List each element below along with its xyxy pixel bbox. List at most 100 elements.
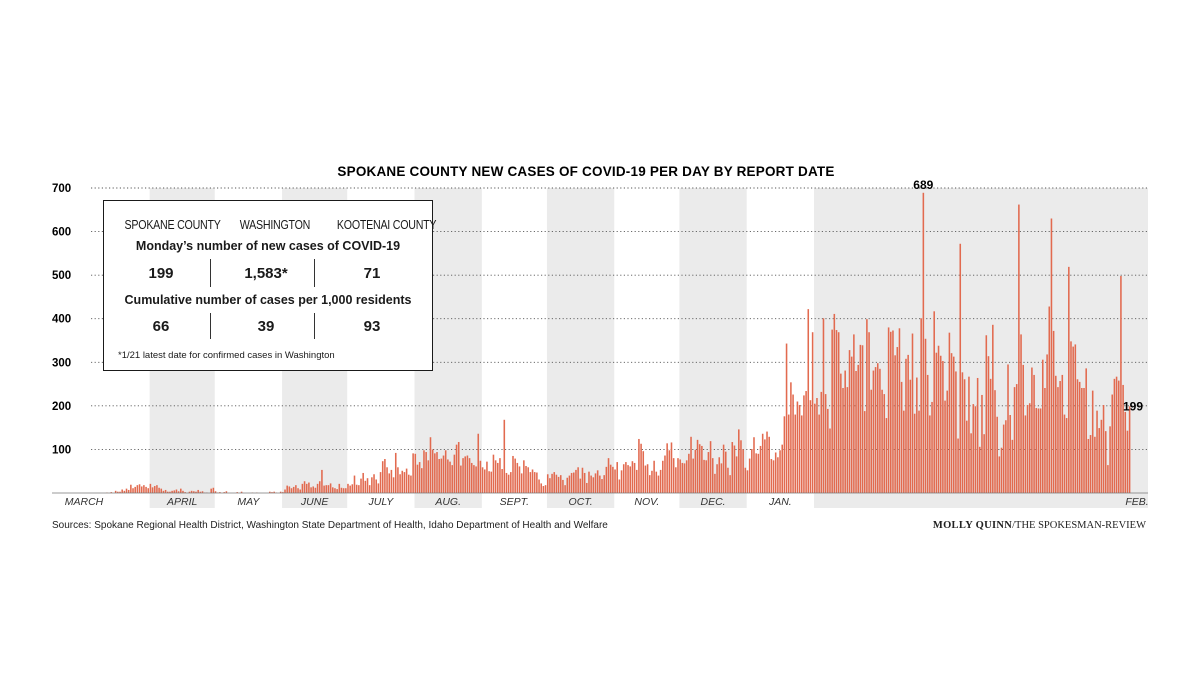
bar: [998, 456, 1001, 493]
bar: [675, 467, 677, 493]
bar: [898, 328, 901, 493]
bar: [631, 461, 634, 493]
bar: [373, 474, 375, 493]
bar: [529, 472, 532, 493]
bar: [292, 486, 295, 493]
x-tick-label: OCT.: [569, 496, 593, 508]
bar: [987, 356, 990, 493]
bar: [518, 466, 521, 493]
bar: [759, 445, 762, 493]
bar: [314, 487, 317, 493]
bar: [887, 327, 890, 493]
bar: [214, 491, 217, 493]
bar: [909, 379, 912, 493]
bar: [573, 472, 575, 493]
bar: [449, 461, 451, 493]
bar: [1044, 387, 1046, 493]
bar: [308, 482, 310, 493]
credit-line: MOLLY QUINN/THE SPOKESMAN-REVIEW: [933, 520, 1146, 531]
bar: [188, 491, 191, 493]
bar: [976, 377, 979, 493]
bar: [746, 470, 749, 493]
bar: [1102, 404, 1105, 493]
bar: [164, 489, 167, 493]
bar: [455, 444, 458, 493]
bar: [386, 467, 388, 493]
bar: [670, 442, 673, 493]
bar: [1074, 344, 1077, 493]
bar: [688, 453, 690, 493]
bar: [429, 437, 432, 493]
bar: [327, 485, 330, 493]
bar: [679, 459, 681, 493]
y-axis-ticks: 100 200 300 400 500 600 700: [52, 183, 71, 456]
bar: [601, 479, 603, 493]
bar: [279, 491, 282, 493]
bar: [375, 479, 377, 493]
bar: [410, 475, 412, 493]
bar: [379, 472, 382, 493]
x-tick-label: JAN.: [768, 496, 792, 508]
bar: [939, 355, 942, 493]
bar: [668, 450, 671, 493]
bar: [920, 318, 922, 493]
bar: [781, 444, 783, 493]
bar: [182, 490, 184, 493]
column-head-spokane: SPOKANE COUNTY: [124, 217, 221, 232]
bar: [655, 471, 658, 493]
bar: [1104, 431, 1107, 493]
separator: [210, 313, 211, 339]
bar: [358, 485, 360, 493]
bar: [525, 465, 527, 493]
bar: [798, 404, 801, 493]
bar: [1120, 276, 1122, 493]
bar: [523, 460, 525, 493]
bar: [640, 443, 642, 493]
bar: [1013, 387, 1016, 493]
bars: [106, 192, 1131, 494]
x-tick-label: SEPT.: [500, 496, 529, 508]
bar: [364, 480, 367, 493]
bar: [336, 489, 338, 493]
bar: [642, 451, 645, 493]
credit-org: /THE SPOKESMAN-REVIEW: [1012, 520, 1146, 531]
bar: [199, 491, 202, 493]
bar: [844, 370, 846, 493]
info-box: SPOKANE COUNTY WASHINGTON KOOTENAI COUNT…: [103, 200, 437, 371]
bar: [989, 378, 992, 493]
bar: [753, 437, 755, 493]
bar: [499, 458, 501, 493]
bar: [132, 488, 134, 493]
bar: [551, 473, 553, 493]
bar: [805, 391, 807, 493]
bar: [1078, 381, 1081, 493]
bar: [992, 324, 994, 493]
bar: [863, 411, 866, 493]
bar: [603, 475, 605, 493]
bar: [117, 491, 119, 493]
bar: [638, 438, 640, 493]
bar: [929, 415, 931, 493]
bar: [542, 486, 545, 493]
bar: [644, 465, 647, 493]
bar: [814, 403, 816, 493]
bar: [575, 469, 577, 493]
bar: [479, 460, 482, 493]
bar: [837, 332, 840, 493]
bar: [414, 453, 417, 493]
bar: [1011, 439, 1014, 493]
bar: [772, 460, 775, 493]
bar: [612, 466, 614, 493]
bar: [794, 414, 797, 493]
bar: [483, 469, 486, 493]
credit-name: MOLLY QUINN: [932, 520, 1013, 531]
column-head-kootenai: KOOTENAI COUNTY: [336, 217, 437, 232]
bar: [138, 484, 141, 493]
bar: [486, 461, 488, 493]
bar: [681, 462, 684, 493]
bar: [1096, 410, 1098, 493]
bar: [130, 484, 132, 493]
bar: [1020, 334, 1022, 493]
bar: [1055, 375, 1057, 493]
bar: [1070, 341, 1072, 493]
